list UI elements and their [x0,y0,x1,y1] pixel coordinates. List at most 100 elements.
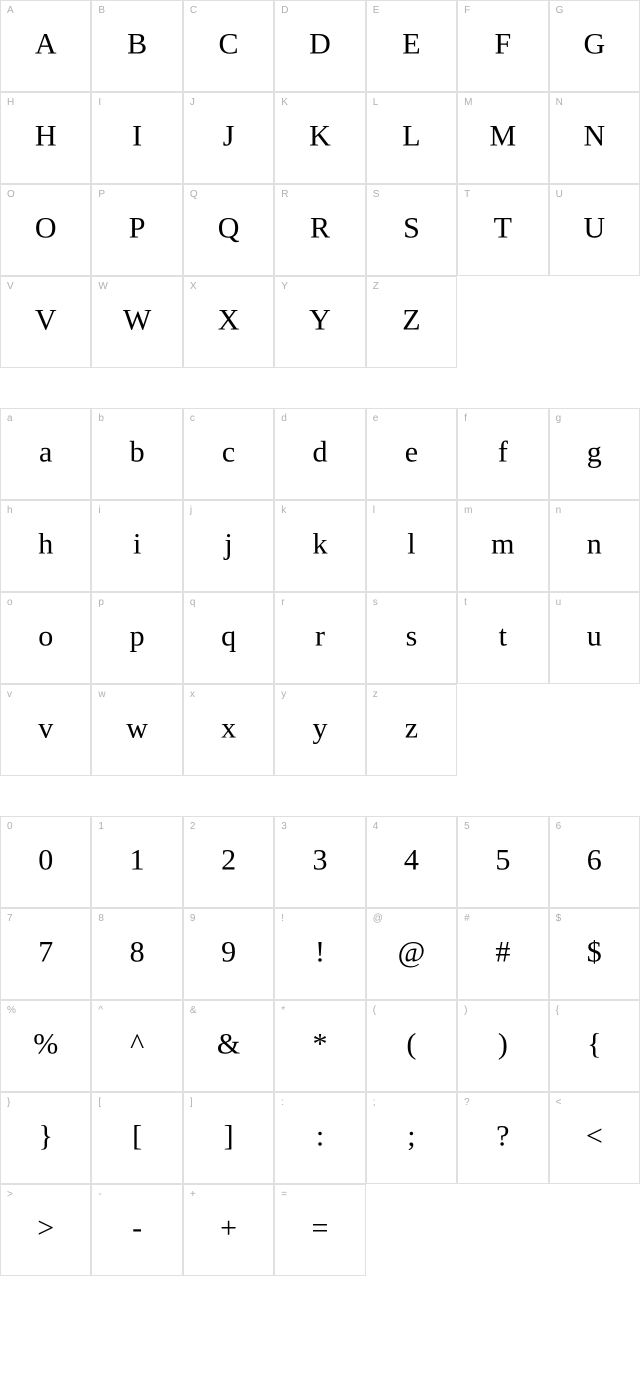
glyph-cell: ZZ [366,276,457,368]
glyph-cell: LL [366,92,457,184]
glyph-cell: oo [0,592,91,684]
glyph-cell-glyph: r [315,619,325,653]
glyph-cell: == [274,1184,365,1276]
glyph-cell-glyph: } [39,1119,53,1153]
glyph-cell: >> [0,1184,91,1276]
glyph-cell-glyph: h [38,527,53,561]
glyph-cell: MM [457,92,548,184]
glyph-cell: @@ [366,908,457,1000]
glyph-cell-label: - [98,1189,101,1200]
glyph-cell-glyph: 0 [38,843,53,877]
glyph-cell-glyph: - [132,1211,142,1245]
glyph-cell-label: m [464,505,472,516]
glyph-cell: ^^ [91,1000,182,1092]
glyph-cell-label: * [281,1005,285,1016]
glyph-cell: }} [0,1092,91,1184]
glyph-cell-glyph: K [309,119,331,153]
glyph-cell: jj [183,500,274,592]
glyph-cell-label: x [190,689,195,700]
glyph-cell-label: M [464,97,472,108]
glyph-cell-glyph: ? [496,1119,509,1153]
glyph-cell-glyph: L [402,119,420,153]
glyph-cell: nn [549,500,640,592]
glyph-cell-label: 4 [373,821,379,832]
glyph-cell-label: [ [98,1097,101,1108]
glyph-cell: rr [274,592,365,684]
glyph-cell: GG [549,0,640,92]
glyph-cell-label: q [190,597,196,608]
glyph-cell-label: ; [373,1097,376,1108]
glyph-cell-glyph: ! [315,935,325,969]
glyph-cell: YY [274,276,365,368]
glyph-cell-glyph: ( [406,1027,416,1061]
glyph-cell-label: ? [464,1097,470,1108]
glyph-cell-label: A [7,5,14,16]
glyph-cell: ## [457,908,548,1000]
glyph-cell: QQ [183,184,274,276]
glyph-cell-glyph: v [38,711,53,745]
glyph-cell-glyph: H [35,119,57,153]
glyph-cell-glyph: W [123,303,151,337]
glyph-section-uppercase: AABBCCDDEEFFGGHHIIJJKKLLMMNNOOPPQQRRSSTT… [0,0,640,368]
glyph-cell-glyph: ; [407,1119,415,1153]
glyph-cell-glyph: * [312,1027,327,1061]
glyph-cell-glyph: k [312,527,327,561]
glyph-cell-glyph: a [39,435,52,469]
glyph-cell-label: ( [373,1005,376,1016]
glyph-cell-glyph: O [35,211,57,245]
glyph-cell-label: R [281,189,288,200]
glyph-cell-label: i [98,505,100,516]
glyph-cell: DD [274,0,365,92]
glyph-cell-label: j [190,505,192,516]
glyph-cell: ff [457,408,548,500]
glyph-cell-label: { [556,1005,559,1016]
glyph-cell-glyph: ) [498,1027,508,1061]
glyph-cell: 44 [366,816,457,908]
glyph-cell-glyph: e [405,435,418,469]
glyph-cell-label: I [98,97,101,108]
glyph-cell: xx [183,684,274,776]
glyph-cell-label: a [7,413,13,424]
glyph-cell: [[ [91,1092,182,1184]
glyph-cell-glyph: 9 [221,935,236,969]
glyph-cell: hh [0,500,91,592]
glyph-cell-glyph: X [218,303,240,337]
glyph-cell: aa [0,408,91,500]
glyph-cell-label: y [281,689,286,700]
glyph-cell-label: b [98,413,104,424]
glyph-cell-label: k [281,505,286,516]
glyph-cell-label: D [281,5,288,16]
glyph-cell: 11 [91,816,182,908]
glyph-cell-label: s [373,597,378,608]
glyph-cell-glyph: $ [587,935,602,969]
glyph-cell-label: e [373,413,379,424]
glyph-cell-label: ^ [98,1005,103,1016]
glyph-cell-glyph: I [132,119,142,153]
glyph-cell: ** [274,1000,365,1092]
glyph-cell: 99 [183,908,274,1000]
glyph-cell: II [91,92,182,184]
glyph-cell-label: 8 [98,913,104,924]
glyph-cell-glyph: n [587,527,602,561]
glyph-cell-glyph: q [221,619,236,653]
glyph-cell: UU [549,184,640,276]
glyph-cell: 77 [0,908,91,1000]
glyph-cell-glyph: 8 [130,935,145,969]
glyph-cell-glyph: z [405,711,418,745]
glyph-section-lowercase: aabbccddeeffgghhiijjkkllmmnnooppqqrrsstt… [0,408,640,776]
glyph-cell-label: Z [373,281,379,292]
glyph-cell-label: X [190,281,197,292]
glyph-cell-label: B [98,5,105,16]
glyph-cell-glyph: 7 [38,935,53,969]
glyph-cell-label: 5 [464,821,470,832]
glyph-cell-label: & [190,1005,197,1016]
glyph-cell: AA [0,0,91,92]
glyph-cell-glyph: m [491,527,514,561]
glyph-cell: JJ [183,92,274,184]
glyph-cell-label: > [7,1189,13,1200]
glyph-cell-glyph: d [312,435,327,469]
glyph-cell-glyph: l [407,527,415,561]
glyph-cell-label: G [556,5,564,16]
glyph-cell-label: v [7,689,12,700]
glyph-cell-label: 2 [190,821,196,832]
